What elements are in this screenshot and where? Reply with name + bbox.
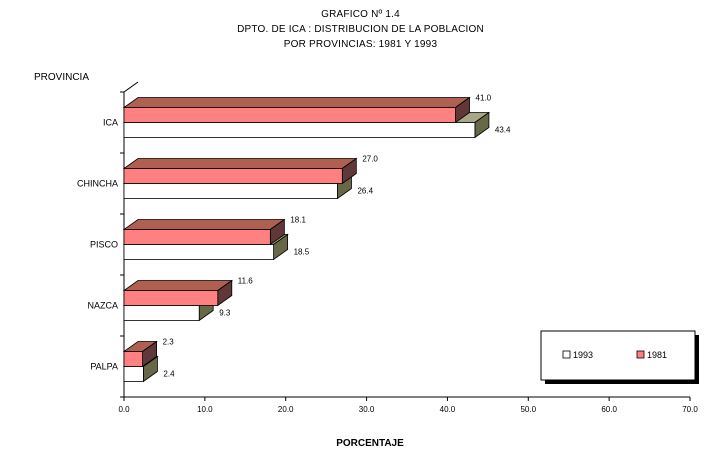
category-label: CHINCHA xyxy=(77,179,118,189)
data-label-1981: 11.6 xyxy=(238,277,254,286)
legend-label-1993: 1993 xyxy=(573,350,593,360)
bar-1993 xyxy=(123,183,338,199)
x-tick-label: 20.0 xyxy=(278,405,294,414)
bar-1981-top xyxy=(122,158,358,169)
data-label-1993: 43.4 xyxy=(495,126,511,135)
data-label-1993: 9.3 xyxy=(219,309,231,318)
data-label-1993: 26.4 xyxy=(357,187,373,196)
x-tick-label: 10.0 xyxy=(197,405,213,414)
category-label: PALPA xyxy=(90,362,118,372)
bar-1981 xyxy=(123,229,271,245)
bar-1993 xyxy=(123,244,274,260)
bar-1993 xyxy=(123,305,200,321)
legend-label-1981: 1981 xyxy=(647,350,667,360)
x-tick-label: 0.0 xyxy=(118,405,130,414)
legend-swatch-1993 xyxy=(562,350,571,359)
bar-1981-top xyxy=(122,219,286,230)
data-label-1981: 41.0 xyxy=(476,94,492,103)
data-label-1981: 2.3 xyxy=(163,338,175,347)
bar-1993 xyxy=(123,366,144,382)
bar-1981 xyxy=(123,107,456,123)
chart-title-line-2: DPTO. DE ICA : DISTRIBUCION DE LA POBLAC… xyxy=(237,24,484,35)
x-axis-title: PORCENTAJE xyxy=(336,438,404,449)
x-tick-label: 40.0 xyxy=(440,405,456,414)
bar-1981 xyxy=(123,168,343,184)
x-tick-label: 50.0 xyxy=(520,405,536,414)
data-label-1981: 27.0 xyxy=(362,155,378,164)
data-label-1993: 2.4 xyxy=(163,370,175,379)
category-label: ICA xyxy=(103,118,118,128)
axis-depth-line xyxy=(123,81,139,93)
chart-title-line-1: GRAFICO Nº 1.4 xyxy=(321,9,400,20)
category-label: NAZCA xyxy=(87,301,118,311)
y-axis-title: PROVINCIA xyxy=(34,72,90,83)
data-label-1993: 18.5 xyxy=(294,248,310,257)
category-label: PISCO xyxy=(90,240,118,250)
data-label-1981: 18.1 xyxy=(290,216,306,225)
bar-1981 xyxy=(123,351,143,367)
x-tick-label: 30.0 xyxy=(359,405,375,414)
bar-1981-top xyxy=(122,97,471,108)
bar-1981-top xyxy=(122,280,234,291)
x-tick-label: 70.0 xyxy=(682,405,698,414)
bar-1981 xyxy=(123,290,219,306)
x-tick-label: 60.0 xyxy=(601,405,617,414)
bar-1993 xyxy=(123,122,476,138)
legend-swatch-1981 xyxy=(636,350,645,359)
chart-title-line-3: POR PROVINCIAS: 1981 Y 1993 xyxy=(283,39,438,50)
